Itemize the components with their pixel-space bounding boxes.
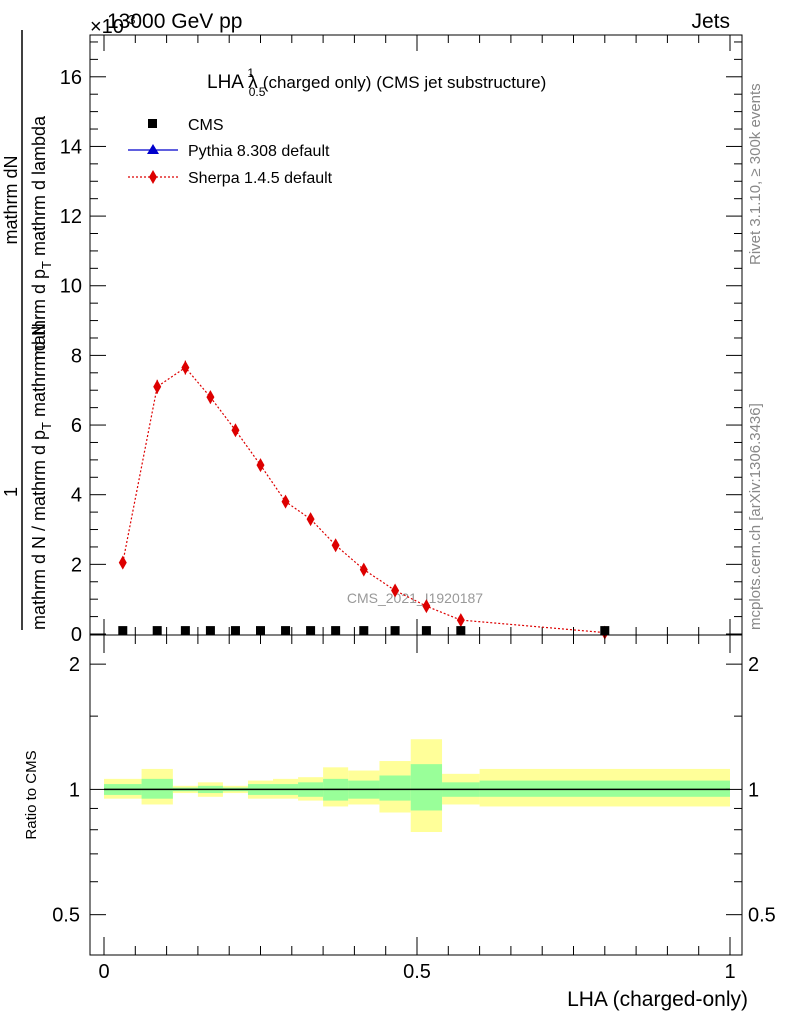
ratio-xtick-label: 0 (98, 961, 109, 983)
sherpa-point (306, 512, 315, 527)
cms-point (421, 626, 431, 636)
main-ytick-label: 0 (71, 624, 82, 646)
analysis-watermark: CMS_2021_I1920187 (347, 590, 483, 606)
sherpa-point (331, 538, 340, 553)
sherpa-point (422, 599, 431, 614)
cms-point (281, 626, 291, 636)
sherpa-point (456, 613, 465, 628)
sherpa-point (281, 494, 290, 509)
legend-sherpa-label: Sherpa 1.4.5 default (188, 170, 333, 187)
main-ytick-label: 16 (60, 67, 82, 89)
cms-point (456, 626, 466, 636)
legend-entry-pythia: Pythia 8.308 default (128, 143, 330, 160)
ratio-ytick-label-right: 0.5 (748, 905, 776, 927)
energy-label: 13000 GeV pp (107, 10, 242, 33)
sherpa-point (181, 360, 190, 375)
ratio-xtick-label: 0.5 (403, 961, 431, 983)
main-ytick-label: 4 (71, 485, 82, 507)
ratio-inner-band (410, 764, 443, 811)
sherpa-point (206, 390, 215, 405)
main-series-layer (118, 360, 610, 640)
sherpa-point (153, 379, 162, 394)
sherpa-point (256, 458, 265, 473)
x-axis-label: LHA (charged-only) (567, 988, 748, 1011)
ratio-ytick-label-right: 2 (748, 654, 759, 676)
main-ytick-label: 2 (71, 554, 82, 576)
ratio-xtick-label: 1 (724, 961, 735, 983)
legend-pythia-label: Pythia 8.308 default (188, 143, 330, 160)
main-ytick-label: 10 (60, 276, 82, 298)
main-ytick-label: 8 (71, 345, 82, 367)
cms-point (152, 626, 162, 636)
ylabel-numerator: mathrm dN (1, 155, 21, 244)
main-y-axis: 0 2 4 6 8 10 12 14 16 (60, 41, 742, 646)
cms-point (600, 626, 610, 636)
main-ytick-label: 14 (60, 136, 82, 158)
legend-pythia-marker (147, 144, 159, 154)
ratio-x-axis: 0 0.5 1 (98, 635, 736, 983)
ratio-ytick-label: 2 (69, 654, 80, 676)
legend-cms-marker (148, 119, 157, 128)
sherpa-point (359, 562, 368, 577)
sherpa-point (231, 423, 240, 438)
main-x-axis (103, 35, 731, 635)
cms-point (331, 626, 341, 636)
main-ytick-label: 12 (60, 206, 82, 228)
ylabel-prefactor-num: 1 (1, 487, 21, 497)
main-ytick-label: 6 (71, 415, 82, 437)
exponent-label: ×10-3 (90, 12, 136, 38)
cms-point (359, 626, 369, 636)
ratio-bands-layer (104, 739, 730, 833)
sherpa-point (391, 583, 400, 598)
cms-point (230, 626, 240, 636)
ratio-ytick-label: 1 (69, 779, 80, 801)
rivet-label: Rivet 3.1.10, ≥ 300k events (747, 83, 764, 265)
sherpa-point (118, 555, 127, 570)
mcplots-label: mcplots.cern.ch [arXiv:1306.3436] (747, 403, 764, 630)
plot-title: LHA λ0.51 (charged only) (CMS jet substr… (207, 66, 546, 99)
ratio-panel-frame (89, 634, 743, 956)
legend: CMS Pythia 8.308 default Sherpa 1.4.5 de… (128, 117, 333, 187)
cms-point (205, 626, 215, 636)
ylabel-denominator: mathrm d pT mathrm d lambda (29, 115, 54, 360)
ratio-ytick-label: 0.5 (52, 905, 80, 927)
cms-point (390, 626, 400, 636)
legend-cms-label: CMS (188, 117, 224, 134)
cms-point (256, 626, 265, 636)
ratio-ytick-label-right: 1 (748, 779, 759, 801)
legend-entry-sherpa: Sherpa 1.4.5 default (128, 170, 333, 187)
ratio-inner-band (379, 775, 411, 801)
category-label: Jets (691, 10, 730, 33)
ratio-ylabel: Ratio to CMS (23, 750, 40, 839)
cms-point (118, 626, 128, 636)
ratio-y-axis: 0.5 0.5 1 1 2 2 (52, 654, 776, 927)
main-ylabel: 1 mathrm d N / mathrm d pT mathrm d N ma… (1, 30, 54, 630)
cms-point (180, 626, 190, 636)
legend-entry-cms: CMS (148, 117, 224, 134)
legend-sherpa-marker (149, 170, 157, 184)
cms-point (306, 626, 316, 636)
ylabel-prefactor-den: mathrm d N / mathrm d pT mathrm d N (29, 323, 54, 630)
